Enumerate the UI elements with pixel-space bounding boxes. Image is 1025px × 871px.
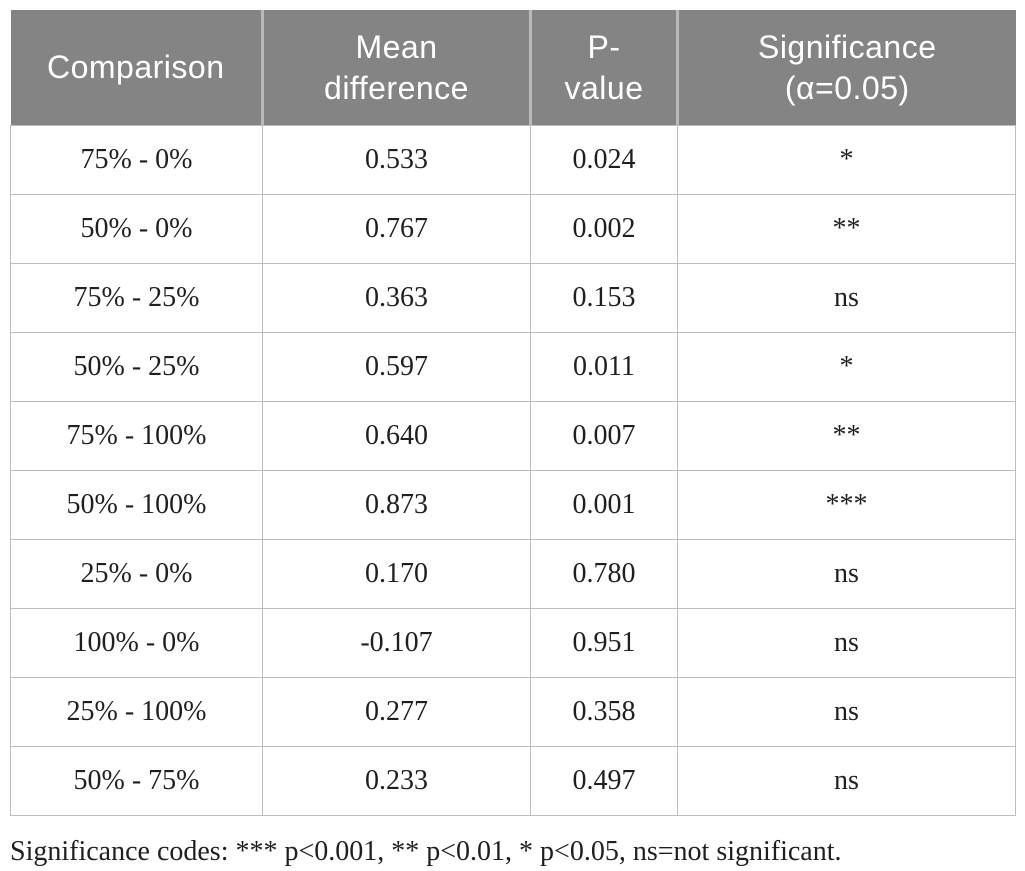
- table-row: 75% - 25% 0.363 0.153 ns: [10, 263, 1016, 333]
- table-row: 50% - 25% 0.597 0.011 *: [10, 332, 1016, 402]
- cell-comparison: 50% - 0%: [10, 194, 263, 264]
- cell-mean-difference: 0.640: [262, 401, 531, 471]
- cell-comparison: 50% - 25%: [10, 332, 263, 402]
- cell-p-value: 0.497: [530, 746, 678, 816]
- table-header: Comparison Mean difference P- value Sign…: [10, 10, 1016, 126]
- cell-significance: ns: [677, 608, 1016, 678]
- cell-significance: **: [677, 194, 1016, 264]
- table-row: 75% - 100% 0.640 0.007 **: [10, 401, 1016, 471]
- cell-significance: **: [677, 401, 1016, 471]
- cell-mean-difference: 0.767: [262, 194, 531, 264]
- cell-significance: ns: [677, 539, 1016, 609]
- cell-comparison: 75% - 0%: [10, 125, 263, 195]
- cell-significance: ns: [677, 677, 1016, 747]
- cell-significance: ***: [677, 470, 1016, 540]
- cell-comparison: 25% - 100%: [10, 677, 263, 747]
- cell-comparison: 50% - 100%: [10, 470, 263, 540]
- cell-comparison: 25% - 0%: [10, 539, 263, 609]
- cell-mean-difference: 0.233: [262, 746, 531, 816]
- table-row: 50% - 0% 0.767 0.002 **: [10, 194, 1016, 264]
- cell-p-value: 0.024: [530, 125, 678, 195]
- column-header-p-value: P- value: [529, 10, 678, 126]
- posthoc-comparison-table: Comparison Mean difference P- value Sign…: [10, 10, 1016, 816]
- cell-p-value: 0.153: [530, 263, 678, 333]
- cell-significance: ns: [677, 746, 1016, 816]
- cell-comparison: 75% - 25%: [10, 263, 263, 333]
- column-header-significance: Significance (α=0.05): [676, 10, 1016, 126]
- cell-p-value: 0.780: [530, 539, 678, 609]
- cell-comparison: 100% - 0%: [10, 608, 263, 678]
- table-row: 50% - 75% 0.233 0.497 ns: [10, 746, 1016, 816]
- cell-p-value: 0.358: [530, 677, 678, 747]
- cell-p-value: 0.007: [530, 401, 678, 471]
- significance-codes-footnote: Significance codes: *** p<0.001, ** p<0.…: [10, 836, 842, 867]
- table-row: 50% - 100% 0.873 0.001 ***: [10, 470, 1016, 540]
- cell-comparison: 75% - 100%: [10, 401, 263, 471]
- cell-p-value: 0.002: [530, 194, 678, 264]
- cell-p-value: 0.951: [530, 608, 678, 678]
- table-row: 75% - 0% 0.533 0.024 *: [10, 125, 1016, 195]
- cell-mean-difference: 0.363: [262, 263, 531, 333]
- cell-mean-difference: -0.107: [262, 608, 531, 678]
- cell-significance: *: [677, 125, 1016, 195]
- cell-comparison: 50% - 75%: [10, 746, 263, 816]
- table-row: 25% - 0% 0.170 0.780 ns: [10, 539, 1016, 609]
- table-body: 75% - 0% 0.533 0.024 * 50% - 0% 0.767 0.…: [10, 125, 1016, 816]
- cell-mean-difference: 0.873: [262, 470, 531, 540]
- cell-significance: ns: [677, 263, 1016, 333]
- cell-mean-difference: 0.597: [262, 332, 531, 402]
- cell-mean-difference: 0.170: [262, 539, 531, 609]
- cell-significance: *: [677, 332, 1016, 402]
- column-header-comparison: Comparison: [10, 10, 263, 126]
- table-row: 100% - 0% -0.107 0.951 ns: [10, 608, 1016, 678]
- cell-mean-difference: 0.277: [262, 677, 531, 747]
- cell-p-value: 0.011: [530, 332, 678, 402]
- table-row: 25% - 100% 0.277 0.358 ns: [10, 677, 1016, 747]
- column-header-mean-difference: Mean difference: [261, 10, 531, 126]
- cell-p-value: 0.001: [530, 470, 678, 540]
- header-row: Comparison Mean difference P- value Sign…: [10, 10, 1016, 126]
- cell-mean-difference: 0.533: [262, 125, 531, 195]
